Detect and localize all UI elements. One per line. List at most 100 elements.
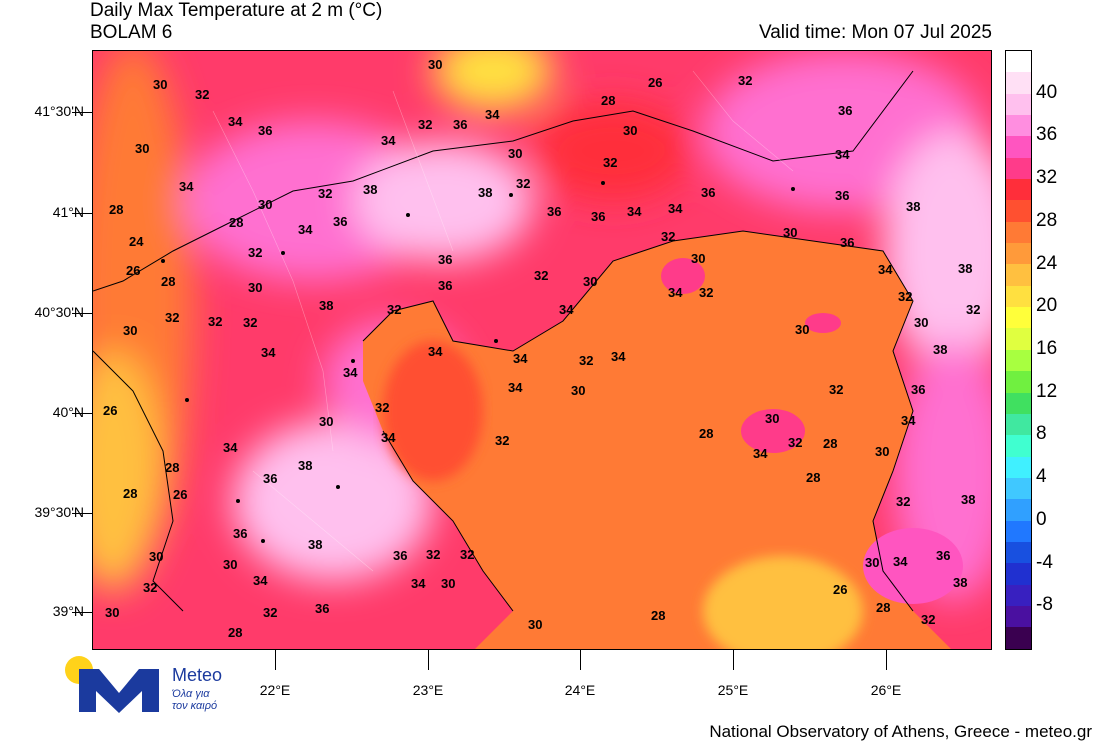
color-scale-label: 4 [1036, 466, 1047, 488]
lat-tick [72, 313, 92, 314]
color-scale-segment [1006, 243, 1031, 265]
island-lesvos [863, 528, 963, 604]
color-scale-label: 28 [1036, 209, 1058, 231]
svg-text:32: 32 [375, 400, 389, 415]
svg-text:32: 32 [208, 314, 222, 329]
svg-text:26: 26 [648, 75, 662, 90]
svg-text:32: 32 [195, 87, 209, 102]
svg-text:38: 38 [308, 537, 322, 552]
island-thasos [661, 258, 705, 294]
temperature-map: 30 32 34 36 30 32 36 34 26 32 28 36 30 34 34 30 … [92, 50, 992, 650]
svg-text:34: 34 [753, 446, 768, 461]
svg-text:34: 34 [485, 107, 500, 122]
svg-text:32: 32 [699, 285, 713, 300]
svg-text:34: 34 [668, 201, 683, 216]
logo-name: Meteo [172, 665, 223, 685]
model-name: BOLAM 6 [90, 22, 173, 43]
lat-label-39-30: 39°30'N [34, 504, 84, 520]
color-scale-segment [1006, 477, 1031, 500]
color-scale-label: 24 [1036, 252, 1058, 274]
svg-text:36: 36 [936, 548, 950, 563]
svg-text:28: 28 [699, 426, 713, 441]
regional-boundaries [212, 70, 794, 572]
svg-text:30: 30 [223, 557, 237, 572]
svg-text:32: 32 [248, 245, 262, 260]
island-samothraki [805, 313, 841, 333]
color-scale [1005, 50, 1032, 650]
warm-sea-patch [703, 556, 863, 649]
svg-text:24: 24 [129, 234, 144, 249]
temperature-field [93, 51, 991, 601]
color-scale-segment [1006, 328, 1031, 350]
svg-text:30: 30 [583, 274, 597, 289]
national-border [93, 70, 914, 292]
svg-text:32: 32 [495, 433, 509, 448]
svg-text:30: 30 [153, 77, 167, 92]
svg-text:38: 38 [933, 342, 947, 357]
svg-text:38: 38 [298, 458, 312, 473]
coastline [362, 230, 914, 612]
color-scale-segment [1006, 221, 1031, 244]
color-scale-segment [1006, 541, 1031, 564]
lon-tick [580, 650, 581, 670]
svg-text:32: 32 [243, 315, 257, 330]
color-scale-segment [1006, 285, 1031, 308]
color-scale-segment [1006, 435, 1031, 457]
color-scale-segment [1006, 51, 1031, 73]
svg-text:32: 32 [318, 186, 332, 201]
svg-text:32: 32 [661, 229, 675, 244]
island-lemnos [741, 409, 805, 453]
svg-text:32: 32 [966, 302, 980, 317]
svg-text:34: 34 [261, 345, 276, 360]
svg-text:32: 32 [426, 547, 440, 562]
svg-text:32: 32 [898, 289, 912, 304]
lon-label-22: 22°E [259, 682, 291, 698]
svg-text:34: 34 [668, 285, 683, 300]
svg-text:26: 26 [833, 582, 847, 597]
svg-text:28: 28 [823, 436, 837, 451]
svg-text:34: 34 [428, 344, 443, 359]
svg-text:36: 36 [453, 117, 467, 132]
svg-text:36: 36 [911, 382, 925, 397]
svg-text:38: 38 [363, 182, 377, 197]
color-scale-label: 36 [1036, 124, 1058, 146]
lon-label-25: 25°E [717, 682, 749, 698]
color-scale-segment [1006, 157, 1031, 180]
svg-text:28: 28 [161, 274, 175, 289]
svg-text:34: 34 [893, 554, 908, 569]
svg-text:32: 32 [534, 268, 548, 283]
color-scale-segment [1006, 371, 1031, 393]
svg-text:28: 28 [876, 600, 890, 615]
svg-text:36: 36 [263, 471, 277, 486]
lat-tick [72, 612, 92, 613]
svg-text:30: 30 [795, 322, 809, 337]
lat-tick [72, 112, 92, 113]
svg-text:34: 34 [179, 179, 194, 194]
color-scale-segment [1006, 499, 1031, 521]
lon-tick [886, 650, 887, 670]
lon-label-23: 23°E [412, 682, 444, 698]
svg-text:32: 32 [516, 176, 530, 191]
svg-text:36: 36 [233, 526, 247, 541]
svg-text:36: 36 [835, 188, 849, 203]
svg-text:32: 32 [263, 605, 277, 620]
svg-text:38: 38 [478, 185, 492, 200]
lon-tick [733, 650, 734, 670]
svg-text:34: 34 [411, 576, 426, 591]
svg-text:32: 32 [829, 382, 843, 397]
svg-text:30: 30 [691, 251, 705, 266]
svg-text:34: 34 [559, 302, 574, 317]
svg-text:32: 32 [788, 435, 802, 450]
color-scale-segment [1006, 627, 1031, 649]
svg-text:30: 30 [319, 414, 333, 429]
color-scale-label: 20 [1036, 295, 1058, 317]
color-scale-label: 32 [1036, 167, 1058, 189]
color-scale-segment [1006, 264, 1031, 286]
svg-text:32: 32 [418, 117, 432, 132]
svg-text:30: 30 [428, 57, 442, 72]
svg-text:28: 28 [228, 625, 242, 640]
color-scale-segment [1006, 584, 1031, 606]
svg-text:30: 30 [149, 549, 163, 564]
color-scale-segment [1006, 136, 1031, 158]
svg-text:38: 38 [319, 298, 333, 313]
